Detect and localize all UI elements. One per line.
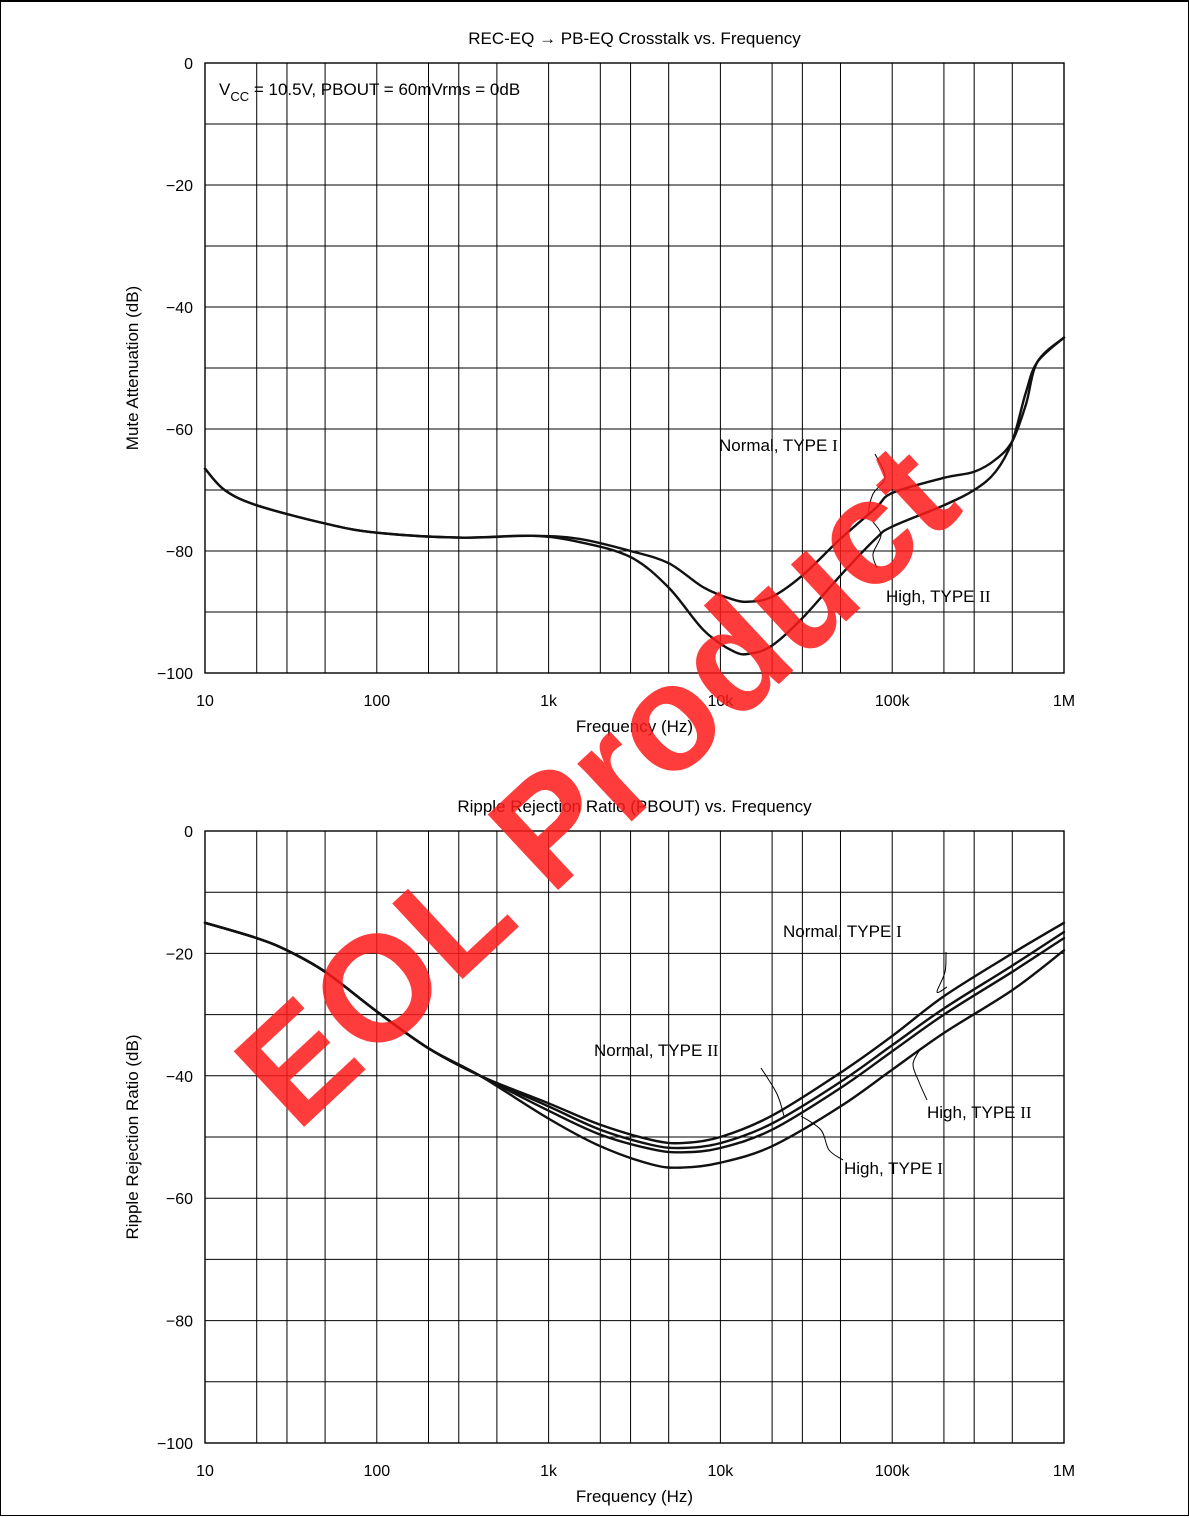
y-tick-label: −100 (157, 666, 193, 683)
y-tick-label: −40 (166, 300, 193, 317)
condition-prefix: V (219, 80, 231, 99)
x-tick-label: 100k (875, 693, 911, 710)
annotation-roman: II (707, 1041, 719, 1060)
y-tick-label: −80 (166, 544, 193, 561)
annotation-leader (912, 1047, 928, 1101)
y-axis-label: Mute Attenuation (dB) (123, 286, 142, 450)
annotation-text: Normal, TYPE (719, 436, 832, 455)
y-tick-label: −20 (166, 946, 193, 963)
y-axis-label: Ripple Rejection Ratio (dB) (123, 1034, 142, 1239)
y-tick-label: −40 (166, 1069, 193, 1086)
series-annotation: High, TYPE II (886, 587, 991, 606)
chart-1: REC-EQ → PB-EQ Crosstalk vs. Frequency 10… (123, 29, 1075, 736)
series-annotation: High, TYPE II (927, 1103, 1032, 1122)
x-tick-label: 1M (1053, 1463, 1075, 1480)
y-tick-label: 0 (184, 56, 193, 73)
y-tick-label: −100 (157, 1436, 193, 1453)
x-axis-label: Frequency (Hz) (576, 1487, 693, 1506)
annotation-roman: II (979, 587, 991, 606)
y-tick-label: −60 (166, 422, 193, 439)
x-tick-label: 10 (196, 693, 214, 710)
x-axis-label: Frequency (Hz) (576, 717, 693, 736)
condition-text: = 10.5V, PBOUT = 60mVrms = 0dB (249, 80, 520, 99)
plot-frame (204, 830, 1065, 1444)
y-tick-label: 0 (184, 824, 193, 841)
x-tick-label: 100 (363, 693, 390, 710)
x-tick-label: 1k (540, 693, 558, 710)
test-condition: VCC = 10.5V, PBOUT = 60mVrms = 0dB (219, 80, 520, 104)
series-annotation: Normal, TYPE I (719, 436, 838, 455)
annotation-roman: I (832, 436, 838, 455)
annotation-text: High, TYPE (844, 1159, 937, 1178)
y-tick-label: −20 (166, 178, 193, 195)
series-line-4 (203, 921, 1066, 1169)
annotation-leader (760, 1067, 785, 1117)
annotation-text: High, TYPE (886, 587, 979, 606)
x-tick-label: 10k (708, 693, 735, 710)
annotation-text: Normal, TYPE (783, 922, 896, 941)
annotation-leader (872, 521, 882, 569)
x-tick-label: 1k (540, 1463, 558, 1480)
x-tick-label: 10 (196, 1463, 214, 1480)
y-tick-label: −80 (166, 1314, 193, 1331)
annotation-text: High, TYPE (927, 1103, 1020, 1122)
annotation-leader (936, 951, 948, 994)
series-annotation: High, TYPE I (844, 1159, 943, 1178)
x-tick-label: 100k (875, 1463, 911, 1480)
grid (205, 831, 1064, 1443)
x-tick-label: 100 (363, 1463, 390, 1480)
plot-frame (204, 62, 1065, 674)
annotation-text: Normal, TYPE (594, 1041, 707, 1060)
annotation-leader (868, 453, 886, 513)
series-line-2 (203, 336, 1066, 656)
annotation-leader (800, 1115, 844, 1161)
y-tick-label: −60 (166, 1191, 193, 1208)
series-annotation: Normal, TYPE I (783, 922, 902, 941)
x-tick-label: 1M (1053, 693, 1075, 710)
annotation-roman: I (937, 1159, 943, 1178)
chart-2: Ripple Rejection Ratio (PBOUT) vs. Frequ… (123, 797, 1075, 1506)
annotation-roman: II (1020, 1103, 1032, 1122)
series-annotation: Normal, TYPE II (594, 1041, 719, 1060)
condition-subscript: CC (230, 89, 249, 104)
annotation-roman: I (896, 922, 902, 941)
chart-title: Ripple Rejection Ratio (PBOUT) vs. Frequ… (457, 797, 812, 816)
chart-title: REC-EQ → PB-EQ Crosstalk vs. Frequency (468, 29, 801, 48)
x-tick-label: 10k (708, 1463, 735, 1480)
grid (205, 63, 1064, 673)
